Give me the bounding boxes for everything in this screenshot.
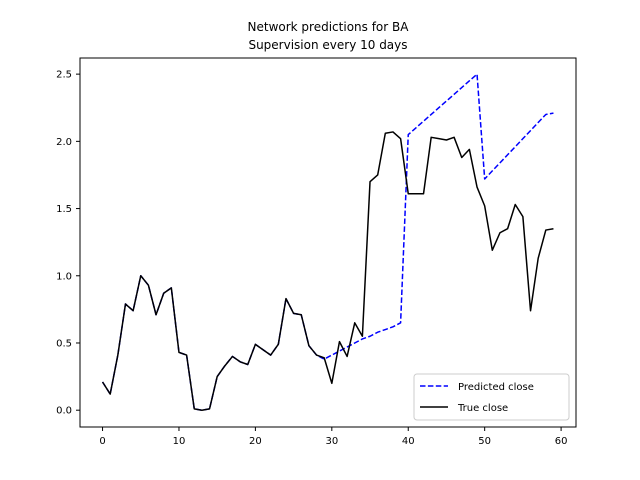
legend: Predicted close True close xyxy=(413,373,570,421)
x-tick-label: 40 xyxy=(402,436,415,447)
x-tick-label: 50 xyxy=(478,436,491,447)
x-tick-label: 20 xyxy=(249,436,262,447)
series-layer xyxy=(101,73,554,411)
y-tick-label: 2.5 xyxy=(56,70,72,81)
y-tick-label: 0.5 xyxy=(56,338,72,349)
chart-title: Network predictions for BA xyxy=(248,20,410,34)
x-axis: 0 10 20 30 40 50 60 xyxy=(99,427,567,447)
y-tick-label: 1.0 xyxy=(56,271,72,282)
legend-box xyxy=(413,373,570,421)
y-tick-label: 1.5 xyxy=(56,204,72,215)
legend-label: Predicted close xyxy=(458,382,534,393)
legend-label: True close xyxy=(457,403,508,414)
true-close-line xyxy=(101,131,554,411)
axes-frame xyxy=(79,57,577,428)
chart-subtitle: Supervision every 10 days xyxy=(248,38,407,52)
y-tick-label: 2.0 xyxy=(56,137,72,148)
x-tick-label: 30 xyxy=(325,436,338,447)
y-axis: 0.0 0.5 1.0 1.5 2.0 2.5 xyxy=(56,70,80,417)
x-tick-label: 10 xyxy=(173,436,186,447)
y-tick-label: 0.0 xyxy=(56,406,72,417)
x-tick-label: 60 xyxy=(555,436,568,447)
x-tick-label: 0 xyxy=(99,436,105,447)
